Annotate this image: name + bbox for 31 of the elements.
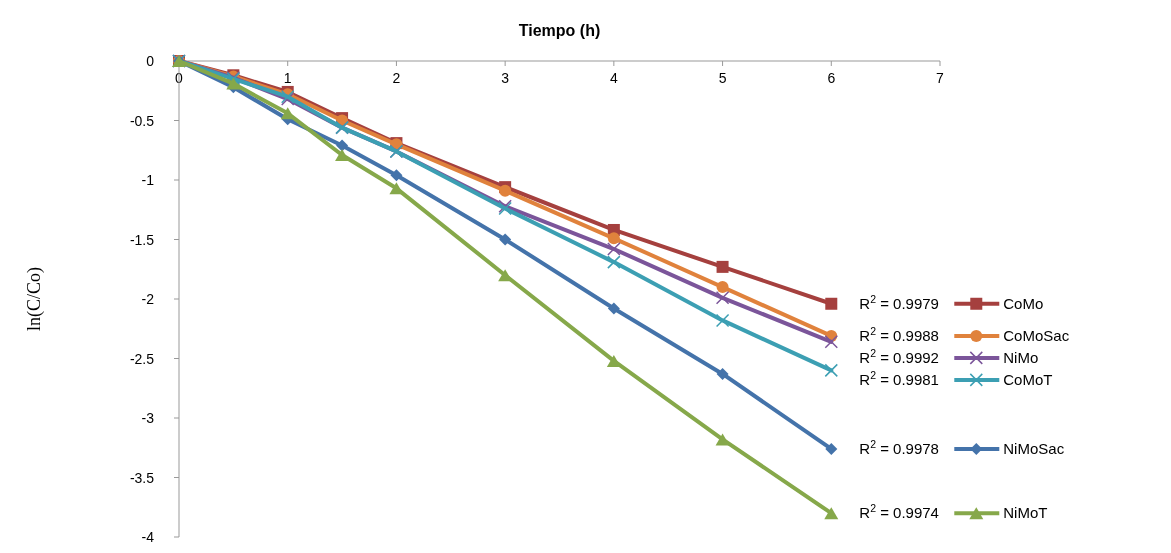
x-tick-label: 0 bbox=[175, 70, 184, 86]
x-tick-label: 2 bbox=[392, 70, 401, 86]
x-tick-label: 7 bbox=[936, 70, 945, 86]
y-tick-label: -1 bbox=[141, 172, 155, 188]
annotation: R$^{2}$ = 0.9988 bbox=[859, 324, 939, 344]
x-tick-label: 5 bbox=[718, 70, 727, 86]
y-tick-label: -4 bbox=[141, 529, 155, 545]
x-tick-label: 6 bbox=[827, 70, 836, 86]
x-tick-label: 3 bbox=[501, 70, 510, 86]
x-tick-label: 1 bbox=[283, 70, 292, 86]
y-tick-label: -3 bbox=[141, 410, 155, 426]
legend-label: NiMoSac bbox=[1003, 439, 1065, 457]
x-tick-label: 4 bbox=[609, 70, 618, 86]
annotation: R$^{2}$ = 0.9978 bbox=[859, 437, 939, 457]
annotation: R$^{2}$ = 0.9992 bbox=[859, 346, 939, 366]
annotation: R$^{2}$ = 0.9981 bbox=[859, 368, 939, 388]
legend-label: NiMoT bbox=[1003, 504, 1048, 522]
legend-label: CoMoT bbox=[1003, 370, 1053, 388]
legend-label: CoMo bbox=[1003, 294, 1044, 312]
annotation: R$^{2}$ = 0.9974 bbox=[859, 502, 939, 522]
y-tick-label: -3.5 bbox=[129, 469, 155, 486]
x-axis-title: Tiempo (h) bbox=[518, 22, 601, 39]
y-tick-label: -0.5 bbox=[129, 112, 155, 129]
y-tick-label: 0 bbox=[146, 53, 155, 69]
legend-label: CoMoSac bbox=[1003, 326, 1070, 344]
annotation: R$^{2}$ = 0.9979 bbox=[859, 292, 939, 312]
y-axis-title: ln(C/Co) bbox=[24, 266, 45, 332]
y-tick-label: -1.5 bbox=[129, 231, 155, 248]
y-tick-label: -2 bbox=[141, 291, 155, 307]
legend-label: NiMo bbox=[1003, 348, 1039, 366]
y-tick-label: -2.5 bbox=[129, 350, 155, 367]
